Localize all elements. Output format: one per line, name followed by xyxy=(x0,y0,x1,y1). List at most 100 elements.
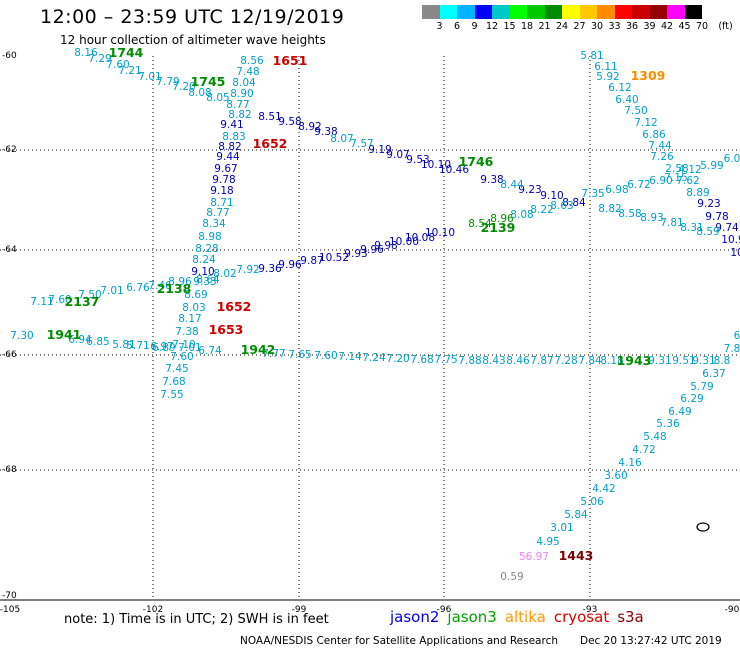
scale-label: 27 xyxy=(573,21,586,32)
legend-cryosat: cryosat xyxy=(553,608,610,626)
pass-time-label: 1942 xyxy=(241,342,276,357)
wave-height-value: 6.12 xyxy=(608,82,631,94)
scale-label: 15 xyxy=(503,21,516,32)
wave-height-value: 10.46 xyxy=(439,164,469,176)
wave-height-value: 3.60 xyxy=(604,470,627,482)
wave-height-value: 7.79 xyxy=(156,76,179,88)
scale-swatch xyxy=(667,5,685,19)
wave-height-value: 7.28 xyxy=(554,355,577,367)
scale-swatch xyxy=(649,5,667,19)
scale-swatch xyxy=(474,5,492,19)
wave-height-value: 0.59 xyxy=(500,571,523,583)
wave-height-value: 7.15 xyxy=(664,172,687,184)
wave-height-value: 7.62 xyxy=(676,175,699,187)
wave-height-value: 6.76 xyxy=(126,282,150,294)
scale-label: 18 xyxy=(520,21,534,32)
wave-height-value: 9.87 xyxy=(300,255,323,267)
scale-label: 45 xyxy=(678,21,691,32)
wave-height-value: 7.68 xyxy=(162,376,185,388)
latitude-label: -68 xyxy=(2,465,17,475)
wave-height-color-scale xyxy=(422,5,702,19)
wave-height-value: 6.72 xyxy=(627,179,650,191)
wave-height-value: 8.82 xyxy=(598,203,621,215)
wave-height-value: 9.19 xyxy=(368,144,391,156)
wave-height-value: 9.96 xyxy=(278,259,302,271)
wave-height-value: 4.95 xyxy=(536,536,559,548)
wave-height-value: 8.04 xyxy=(232,77,256,89)
wave-height-value: 6.98 xyxy=(605,184,628,196)
wave-height-value: 7.55 xyxy=(160,389,183,401)
wave-height-value: 8.98 xyxy=(198,231,221,243)
pass-time-label: 1746 xyxy=(459,154,494,169)
scale-swatch xyxy=(457,5,475,19)
scale-label: 39 xyxy=(643,21,656,32)
wave-height-value: 7.24 xyxy=(362,352,386,364)
wave-height-value: 5.48 xyxy=(643,431,666,443)
wave-height-value: 7.87 xyxy=(530,355,553,367)
wave-height-value: 7.11 xyxy=(30,296,53,308)
scale-swatch xyxy=(632,5,650,19)
scale-label: 36 xyxy=(625,21,639,32)
wave-height-value: 9.18 xyxy=(210,185,233,197)
wave-height-value: 7.01 xyxy=(178,342,201,354)
legend-altika: altika xyxy=(504,608,546,626)
wave-height-value: 8.77 xyxy=(206,207,229,219)
wave-height-value: 7.48 xyxy=(236,66,259,78)
wave-height-value: 7.50 xyxy=(78,289,101,301)
wave-height-value: 5.36 xyxy=(656,418,680,430)
wave-height-value: 8.77 xyxy=(226,99,249,111)
latitude-label: -70 xyxy=(2,591,17,601)
wave-height-value: 9.44 xyxy=(216,151,240,163)
wave-height-value: 9.31 xyxy=(692,355,715,367)
wave-height-value: 8.44 xyxy=(500,179,524,191)
scale-swatch xyxy=(597,5,615,19)
wave-height-value: 8.82 xyxy=(218,141,241,153)
wave-height-value: 6.74 xyxy=(198,345,222,357)
pass-time-label: 1744 xyxy=(109,45,144,60)
wave-height-value: 7.20 xyxy=(172,81,195,93)
wave-height-value: 6.0 xyxy=(724,153,740,165)
wave-height-value: 5.06 xyxy=(580,496,604,508)
longitude-label: -102 xyxy=(143,605,163,615)
scale-swatch xyxy=(439,5,457,19)
scale-label: 30 xyxy=(590,21,604,32)
pass-time-label: 1652 xyxy=(217,299,252,314)
wave-height-value: 6.89 xyxy=(152,342,175,354)
wave-height-value: 7.60 xyxy=(106,59,129,71)
wave-height-value: 7.01 xyxy=(100,285,123,297)
wave-height-value: 7.92 xyxy=(236,264,259,276)
wave-height-value: 8.84 xyxy=(562,197,586,209)
credit-line: NOAA/NESDIS Center for Satellite Applica… xyxy=(240,635,558,647)
legend-jason3: jason3 xyxy=(447,608,497,626)
longitude-label: -93 xyxy=(583,605,598,615)
wave-height-value: 7.60 xyxy=(314,350,337,362)
wave-height-value: 8.89 xyxy=(686,187,709,199)
wave-height-value: 7.68 xyxy=(410,354,433,366)
wave-height-value: 10.08 xyxy=(405,232,435,244)
wave-height-value: 9.38 xyxy=(314,126,337,138)
longitude-label: -105 xyxy=(0,605,20,615)
wave-height-value: 5.81 xyxy=(112,339,135,351)
wave-height-value: 6.97 xyxy=(150,341,173,353)
wave-height-value: 7.88 xyxy=(458,355,481,367)
scale-label: 6 xyxy=(453,21,461,32)
latitude-label: -62 xyxy=(2,145,17,155)
scale-label: 70 xyxy=(695,21,709,32)
pass-time-label: 1943 xyxy=(617,353,652,368)
wave-height-value: 5.99 xyxy=(700,160,723,172)
footnote: note: 1) Time is in UTC; 2) SWH is in fe… xyxy=(64,612,329,627)
pass-time-label: 1443 xyxy=(559,548,594,563)
wave-height-value: 8.82 xyxy=(228,109,251,121)
scale-label: 42 xyxy=(660,21,674,32)
latitude-label: -64 xyxy=(2,245,17,255)
wave-height-value: 8.34 xyxy=(202,218,226,230)
wave-height-value: 8.69 xyxy=(184,289,207,301)
scale-swatch xyxy=(684,5,702,19)
wave-height-value: 7.46 xyxy=(148,280,172,292)
wave-height-value: 8.58 xyxy=(618,208,641,220)
wave-height-value: 5.92 xyxy=(596,71,619,83)
pass-time-label: 1651 xyxy=(273,53,308,68)
wave-height-value: 9.23 xyxy=(518,184,541,196)
wave-height-value: 8.64 xyxy=(196,274,220,286)
wave-height-value: 9.96 xyxy=(360,244,384,256)
